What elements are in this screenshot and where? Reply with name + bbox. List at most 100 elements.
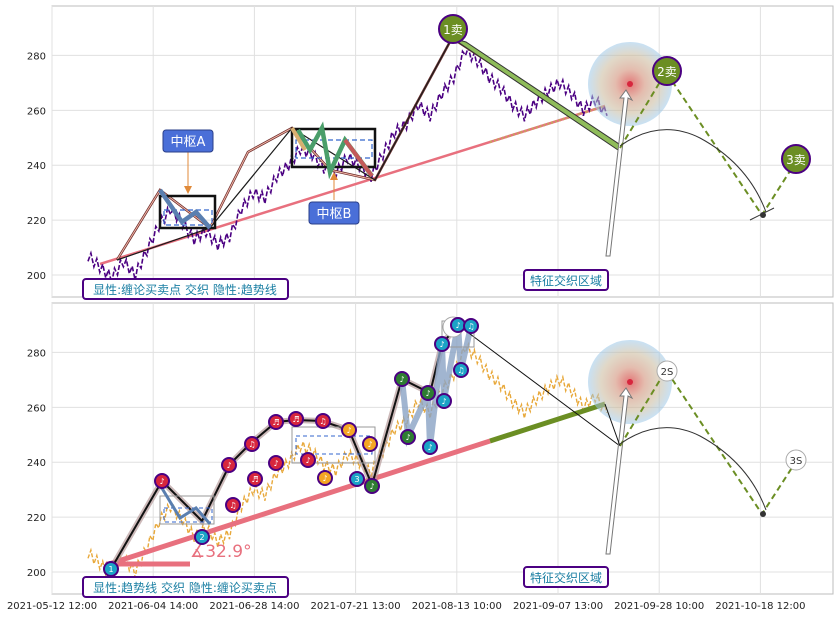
bottom-projection-arrow (605, 387, 634, 555)
top-zone-label: 特征交织区域 (530, 273, 602, 288)
sell-2-badge (652, 56, 682, 86)
zhongshu-b-strokes-3 (290, 126, 307, 152)
x-tick-label: 2021-06-28 14:00 (209, 601, 299, 612)
s3-label: 3S (790, 456, 803, 467)
y-tick-label: 220 (27, 216, 46, 227)
y-tick-label: 280 (27, 348, 46, 359)
bottom-zone-label: 特征交织区域 (530, 570, 602, 585)
point-badge-glyph: ♫ (229, 501, 236, 510)
top-projection-path (619, 70, 798, 217)
point-badge (463, 318, 479, 334)
bottom-zhongshu-a-strokes (158, 484, 212, 525)
point-badge (364, 478, 380, 494)
x-tick-label: 2021-05-12 12:00 (7, 601, 97, 612)
point-badge (244, 436, 260, 452)
bottom-sell-line (457, 324, 621, 447)
y-tick-label: 260 (27, 106, 46, 117)
point-badge (154, 473, 170, 489)
point-badge-glyph: ♪ (439, 340, 444, 349)
zhongshu-b-inner (295, 139, 373, 159)
bottom-projection-arc (619, 427, 767, 511)
bottom-projection-dot (760, 511, 766, 517)
top-legend-label: 显性:缠论买卖点 交织 隐性:趋势线 (93, 282, 277, 297)
point-badge-glyph: ♪ (226, 461, 231, 470)
point-badge (420, 385, 436, 401)
point-badge-glyph: ♪ (159, 477, 164, 486)
point-badge-glyph: ♪ (405, 433, 410, 442)
y-tick-label: 200 (27, 271, 46, 282)
point-badge-glyph: ♪ (427, 443, 432, 452)
x-tick-label: 2021-07-21 13:00 (311, 601, 401, 612)
point-badge (225, 497, 241, 513)
point-badge-glyph: ♪ (441, 397, 446, 406)
x-tick-label: 2021-08-13 10:00 (412, 601, 502, 612)
bottom-projection-path (619, 368, 798, 516)
zhongshu-a-inner (163, 209, 213, 226)
point-badge (247, 471, 263, 487)
top-trend-line-ext (489, 104, 606, 144)
point-badge-glyph: 3 (354, 475, 359, 484)
zhongshu-a-label: 中枢A (171, 135, 206, 150)
point-badge (436, 393, 452, 409)
point-badge-glyph: ♬ (251, 475, 258, 484)
sell-1-badge (438, 14, 468, 44)
point-badge (221, 457, 237, 473)
bottom-sell-line-2 (604, 403, 621, 447)
bottom-target-center (627, 379, 633, 385)
top-zone-label-box (523, 269, 609, 291)
bottom-legend-box (82, 576, 289, 598)
y-tick-labels: 200 220 240 260 280 200 220 240 260 280 (27, 51, 46, 579)
point-badge-glyph: ♬ (272, 418, 279, 427)
point-badge-glyph: ♪ (346, 426, 351, 435)
s3-badge (785, 449, 807, 471)
point-badge (341, 422, 357, 438)
bottom-zhongshu-a-inner (163, 507, 213, 523)
point-badge (362, 436, 378, 452)
zhongshu-a-label-box (162, 129, 214, 153)
point-badge-glyph: ♫ (457, 366, 464, 375)
point-badge (349, 471, 365, 487)
top-projection-arrow (605, 89, 634, 257)
y-tick-label: 220 (27, 513, 46, 524)
point-badge (300, 452, 316, 468)
point-badge-glyph: ♫ (248, 440, 255, 449)
bottom-legend-label: 显性:趋势线 交织 隐性:缠论买卖点 (93, 580, 277, 595)
point-badge (422, 439, 438, 455)
x-tick-label: 2021-09-28 10:00 (614, 601, 704, 612)
top-legend-box (82, 278, 289, 300)
zhongshu-a-strokes (158, 188, 212, 230)
point-badge (268, 455, 284, 471)
point-badge-glyph: ♪ (322, 474, 327, 483)
bottom-zhongshu-a (159, 495, 215, 525)
point-badge-glyph: 2 (199, 533, 204, 542)
point-badge (194, 529, 210, 545)
y-tick-label: 240 (27, 161, 46, 172)
zhongshu-b-label: 中枢B (317, 207, 352, 222)
x-tick-label: 2021-06-04 14:00 (108, 601, 198, 612)
point-badge-glyph: ♪ (425, 389, 430, 398)
point-badge (288, 411, 304, 427)
y-tick-label: 280 (27, 51, 46, 62)
point-badge-glyph: 1 (108, 565, 113, 574)
point-badge-glyph: ♪ (273, 459, 278, 468)
y-tick-label: 240 (27, 458, 46, 469)
sell-3-label: 3卖 (786, 153, 806, 167)
top-projection-dot (760, 212, 766, 218)
point-badge (268, 414, 284, 430)
zhongshu-b-strokes-2 (343, 138, 374, 178)
point-badge-glyph: ♪ (305, 456, 310, 465)
zhongshu-b-arrowhead (330, 172, 338, 180)
point-badge-glyph: ♪ (455, 321, 460, 330)
point-badge-glyph: ♪ (369, 482, 374, 491)
top-projection-arc (619, 129, 767, 213)
point-badge-glyph: ♬ (292, 415, 299, 424)
y-tick-label: 260 (27, 403, 46, 414)
s2-badge (656, 360, 678, 382)
point-badge-glyph: ♫ (319, 417, 326, 426)
bottom-angle-label: ∡32.9° (190, 542, 252, 562)
bottom-trend-line (105, 438, 491, 568)
x-tick-label: 2021-09-07 13:00 (513, 601, 603, 612)
sell-3-badge (781, 144, 811, 174)
zhongshu-a-arrowhead (184, 186, 192, 194)
